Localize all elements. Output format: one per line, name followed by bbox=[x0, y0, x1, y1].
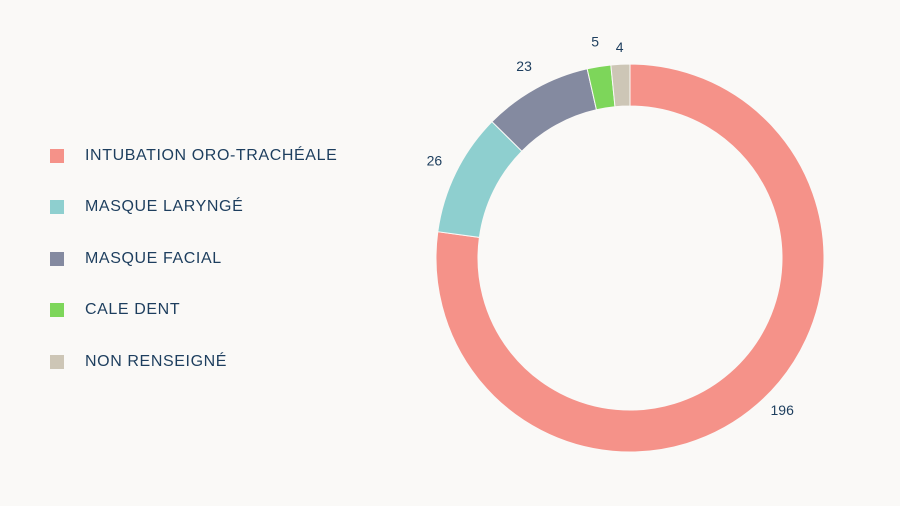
legend-item-intubation: INTUBATION ORO-TRACHÉALE bbox=[50, 130, 390, 182]
slice-non-renseigne bbox=[610, 63, 631, 108]
legend-swatch bbox=[50, 354, 64, 369]
legend-label: NON RENSEIGNÉ bbox=[85, 352, 228, 370]
data-label: 5 bbox=[591, 34, 599, 50]
data-label: 23 bbox=[516, 58, 532, 74]
legend-swatch bbox=[50, 251, 64, 266]
legend-item-masque-larynge: MASQUE LARYNGÉ bbox=[50, 182, 390, 234]
legend-label: MASQUE LARYNGÉ bbox=[85, 198, 244, 216]
legend-item-cale-dent: CALE DENT bbox=[50, 285, 390, 337]
data-label: 196 bbox=[771, 402, 795, 418]
legend: INTUBATION ORO-TRACHÉALE MASQUE LARYNGÉ … bbox=[50, 130, 390, 388]
donut-slices bbox=[435, 63, 825, 453]
legend-swatch bbox=[50, 200, 64, 215]
legend-swatch bbox=[50, 303, 64, 318]
legend-item-non-renseigne: NON RENSEIGNÉ bbox=[50, 336, 390, 388]
legend-swatch bbox=[50, 148, 64, 163]
data-label: 26 bbox=[427, 152, 443, 168]
donut-data-labels: 196 26 23 5 4 bbox=[427, 34, 795, 418]
legend-label: CALE DENT bbox=[85, 301, 181, 319]
slice-intubation bbox=[435, 63, 825, 453]
legend-label: MASQUE FACIAL bbox=[85, 249, 222, 267]
legend-label: INTUBATION ORO-TRACHÉALE bbox=[85, 146, 338, 164]
legend-item-masque-facial: MASQUE FACIAL bbox=[50, 233, 390, 285]
data-label: 4 bbox=[616, 39, 624, 55]
